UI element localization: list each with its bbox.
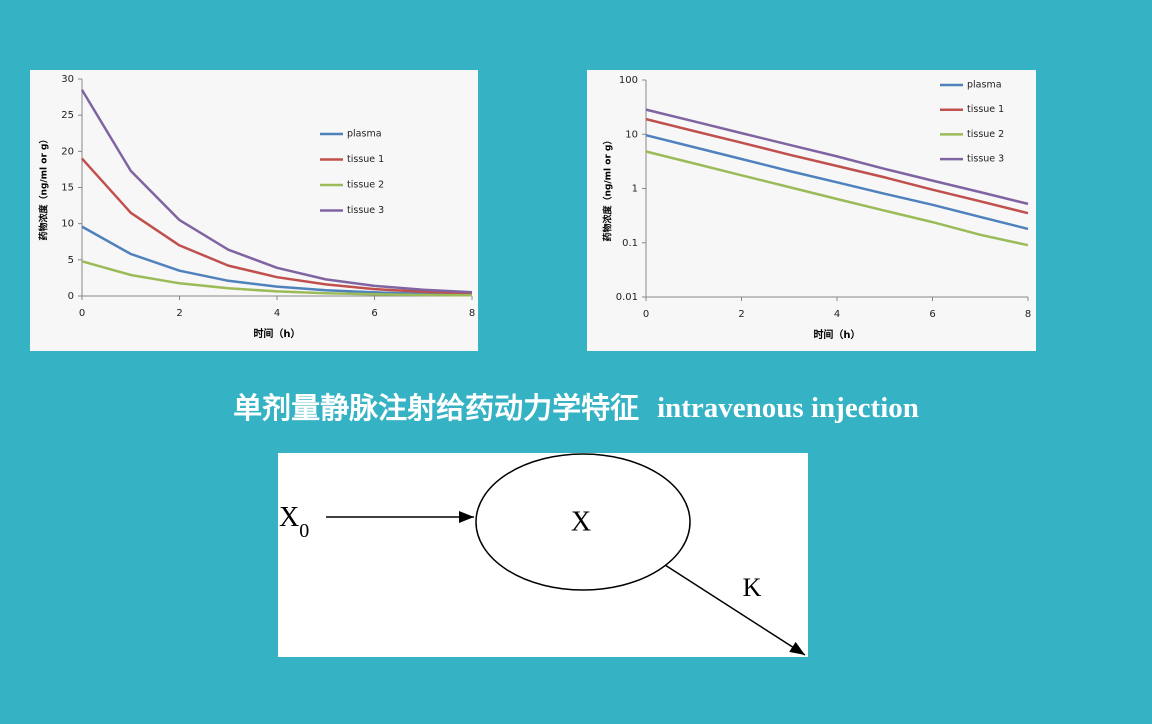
y-axis-label: 药物浓度（ng/ml or g） [38, 135, 50, 241]
input-label: X0 [279, 502, 309, 541]
slide-title: 单剂量静脉注射给药动力学特征 intravenous injection [233, 391, 919, 425]
legend-label: plasma [967, 80, 1002, 91]
legend-label: tissue 1 [347, 154, 384, 165]
elimination-arrow [664, 564, 806, 656]
x-tick-label: 2 [176, 308, 182, 319]
elimination-label: K [743, 573, 762, 602]
series-line [81, 225, 473, 296]
x-tick-label: 8 [1025, 309, 1031, 320]
diagram-box [278, 453, 808, 657]
y-tick-label: 10 [61, 219, 74, 230]
legend-label: tissue 3 [347, 205, 384, 216]
series-line [645, 108, 1029, 206]
y-tick-label: 100 [619, 75, 638, 86]
y-tick-label: 20 [61, 146, 74, 157]
x-tick-label: 0 [79, 308, 85, 319]
x-tick-label: 8 [469, 308, 475, 319]
legend-label: plasma [347, 129, 382, 140]
y-tick-label: 25 [61, 110, 74, 121]
chart-box [587, 70, 1036, 351]
chart-box [30, 70, 478, 351]
x-axis-label: 时间（h） [813, 328, 860, 341]
input-subscript: 0 [299, 520, 309, 542]
y-tick-label: 5 [68, 255, 74, 266]
y-axis-label: 药物浓度（ng/ml or g） [602, 136, 614, 242]
series-line [645, 117, 1029, 215]
compartment [475, 453, 691, 591]
legend-label: tissue 2 [967, 129, 1004, 140]
legend-label: tissue 2 [347, 180, 384, 191]
y-tick-label: 0 [68, 291, 74, 302]
title-cn: 单剂量静脉注射给药动力学特征 [233, 391, 639, 425]
series-line [81, 260, 473, 297]
series-line [80, 89, 473, 294]
legend-label: tissue 1 [967, 104, 1004, 115]
legend-label: tissue 3 [967, 154, 1004, 165]
series-line [645, 133, 1029, 231]
x-tick-label: 0 [643, 309, 649, 320]
compartment-label: X [571, 506, 591, 537]
x-tick-label: 4 [274, 308, 280, 319]
y-tick-label: 10 [625, 129, 638, 140]
y-tick-label: 0.01 [616, 292, 638, 303]
x-axis-label: 时间（h） [253, 327, 300, 340]
y-tick-label: 30 [61, 74, 74, 85]
x-tick-label: 6 [371, 308, 377, 319]
title-en: intravenous injection [657, 392, 919, 424]
x-tick-label: 6 [929, 309, 935, 320]
y-tick-label: 1 [632, 184, 638, 195]
input-text: X [279, 502, 299, 533]
series-line [81, 157, 473, 295]
y-tick-label: 0.1 [622, 238, 638, 249]
x-tick-label: 4 [834, 309, 840, 320]
x-tick-label: 2 [738, 309, 744, 320]
series-line [645, 150, 1029, 247]
y-tick-label: 15 [61, 183, 74, 194]
